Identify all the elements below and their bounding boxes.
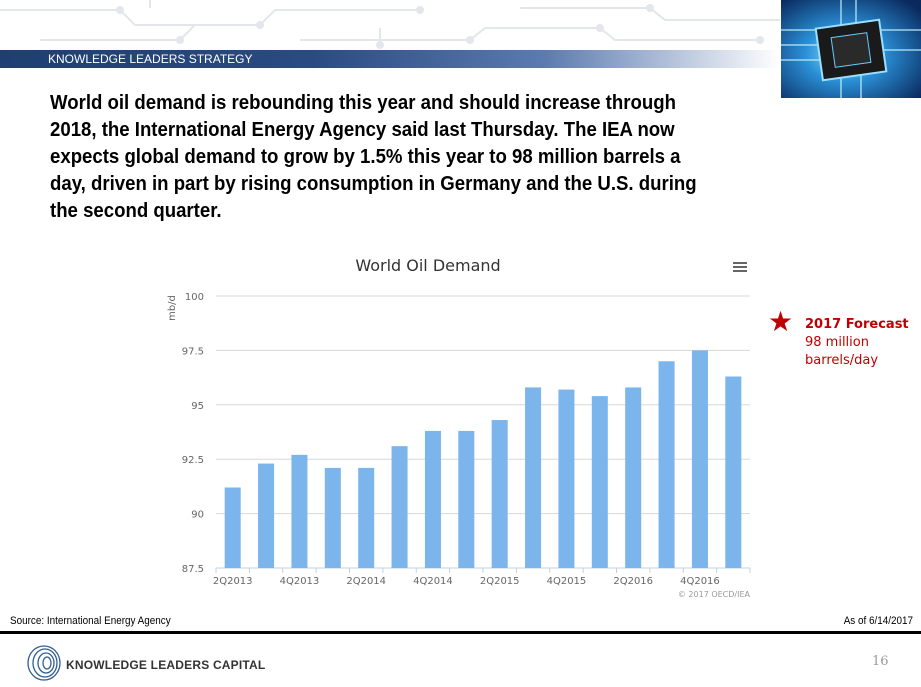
y-tick-label: 92.5 <box>182 455 204 466</box>
chart-container: World Oil Demand 87.5 90 92.5 95 97.5 100 mb/d… <box>158 248 764 608</box>
company-logo-icon <box>27 645 61 681</box>
source-note: Source: International Energy Agency <box>10 615 171 627</box>
bar-4q2016 <box>691 350 708 568</box>
bar-3q2014 <box>391 446 408 568</box>
bar-2q2014 <box>358 467 375 568</box>
bar-1q2014 <box>324 467 341 568</box>
forecast-line2: barrels/day <box>805 353 879 368</box>
forecast-title: 2017 Forecast <box>805 317 909 332</box>
company-name: KNOWLEDGE LEADERS CAPITAL <box>66 658 266 672</box>
footer-divider <box>0 631 921 634</box>
bar-2q2013 <box>224 487 241 568</box>
chart-menu-icon[interactable] <box>733 262 747 273</box>
y-axis-label: mb/d <box>167 295 178 321</box>
star-icon: ★ <box>768 306 794 337</box>
circuit-chip-image <box>781 0 921 98</box>
x-tick-label: 4Q2013 <box>280 576 320 587</box>
forecast-line1: 98 million <box>805 335 869 350</box>
chart-plot: 87.5 90 92.5 95 97.5 100 mb/d 2Q2013 4Q2013 2Q201… <box>167 292 751 599</box>
bar-4q2014 <box>424 430 441 568</box>
y-tick-label: 87.5 <box>182 564 204 575</box>
header-band: KNOWLEDGE LEADERS STRATEGY <box>0 50 780 68</box>
bar-2q2016 <box>625 387 642 568</box>
bar-4q2015 <box>558 389 575 568</box>
y-tick-label: 95 <box>191 401 204 412</box>
x-tick-label: 4Q2016 <box>680 576 720 587</box>
headline-text: World oil demand is rebounding this year… <box>50 92 697 222</box>
x-tick-label: 2Q2013 <box>213 576 253 587</box>
chart-credit: © 2017 OECD/IEA <box>678 590 751 599</box>
x-tick-label: 2Q2015 <box>480 576 520 587</box>
y-tick-label: 97.5 <box>182 346 204 357</box>
bar-3q2015 <box>525 387 542 568</box>
bar-1q2016 <box>591 396 608 568</box>
header-band-label: KNOWLEDGE LEADERS STRATEGY <box>48 52 253 66</box>
y-tick-label: 100 <box>185 292 204 303</box>
bar-2q2015 <box>491 420 508 568</box>
bar-4q2013 <box>291 454 308 568</box>
as-of-date: As of 6/14/2017 <box>843 615 913 627</box>
x-tick-label: 2Q2014 <box>346 576 386 587</box>
bar-1q2017 <box>725 376 742 568</box>
bar-3q2013 <box>258 463 275 568</box>
x-tick-label: 4Q2015 <box>547 576 587 587</box>
x-tick-label: 4Q2014 <box>413 576 453 587</box>
x-tick-label: 2Q2016 <box>613 576 653 587</box>
circuit-background <box>0 0 780 49</box>
y-tick-label: 90 <box>191 510 204 521</box>
bar-1q2015 <box>458 430 475 568</box>
bar-3q2016 <box>658 361 675 568</box>
page-number: 16 <box>872 654 889 669</box>
chart-title: World Oil Demand <box>355 256 501 275</box>
